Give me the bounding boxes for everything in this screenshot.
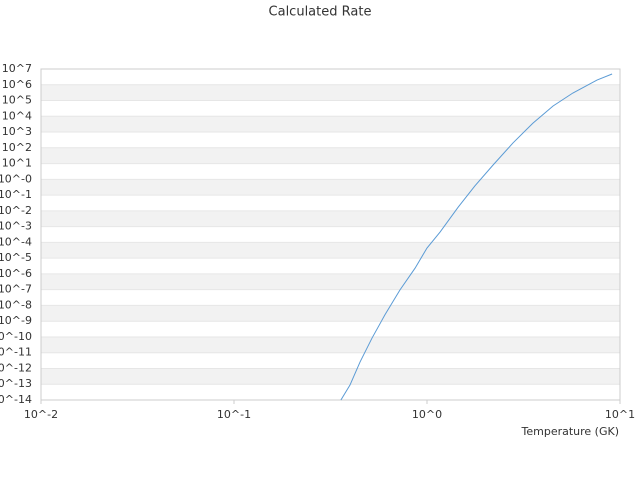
y-tick-label: 10^2 xyxy=(2,141,32,154)
y-tick-label: 10^1 xyxy=(2,157,32,170)
chart-title: Calculated Rate xyxy=(269,5,372,20)
y-tick-label: 10^-10 xyxy=(0,330,32,343)
x-axis-label: Temperature (GK) xyxy=(521,425,620,438)
grid-band xyxy=(41,273,620,290)
y-tick-label: 10^-9 xyxy=(0,314,32,327)
y-tick-label: 10^-6 xyxy=(0,267,32,280)
y-tick-label: 10^-2 xyxy=(0,204,32,217)
grid-band xyxy=(41,116,620,133)
grid-band xyxy=(41,368,620,385)
x-tick-label: 10^0 xyxy=(412,408,442,421)
grid-band xyxy=(41,147,620,164)
y-tick-label: 10^-7 xyxy=(0,283,32,296)
x-tick-label: 10^1 xyxy=(605,408,635,421)
grid-band xyxy=(41,242,620,259)
y-tick-label: 10^4 xyxy=(2,109,32,122)
x-tick-label: 10^-1 xyxy=(217,408,251,421)
plot-border xyxy=(40,68,621,401)
y-tick-label: 10^-12 xyxy=(0,361,32,374)
y-tick-label: 10^-3 xyxy=(0,220,32,233)
y-tick-label: 10^-4 xyxy=(0,235,32,248)
y-tick-label: 10^-5 xyxy=(0,251,32,264)
y-tick-label: 10^-11 xyxy=(0,346,32,359)
y-tick-label: 10^3 xyxy=(2,125,32,138)
y-tick-label: 10^-13 xyxy=(0,377,32,390)
grid-band xyxy=(41,336,620,353)
y-tick-label: 10^-0 xyxy=(0,172,32,185)
grid-band xyxy=(41,210,620,227)
data-line xyxy=(340,73,613,401)
y-tick-label: 10^7 xyxy=(2,62,32,75)
grid-band xyxy=(41,179,620,196)
x-tick-label: 10^-2 xyxy=(24,408,58,421)
y-tick-label: 10^-8 xyxy=(0,298,32,311)
grid-band xyxy=(41,305,620,322)
y-tick-label: 10^5 xyxy=(2,94,32,107)
y-tick-label: 10^-14 xyxy=(0,393,32,406)
grid-band xyxy=(41,84,620,101)
y-tick-label: 10^6 xyxy=(2,78,32,91)
y-tick-label: 10^-1 xyxy=(0,188,32,201)
